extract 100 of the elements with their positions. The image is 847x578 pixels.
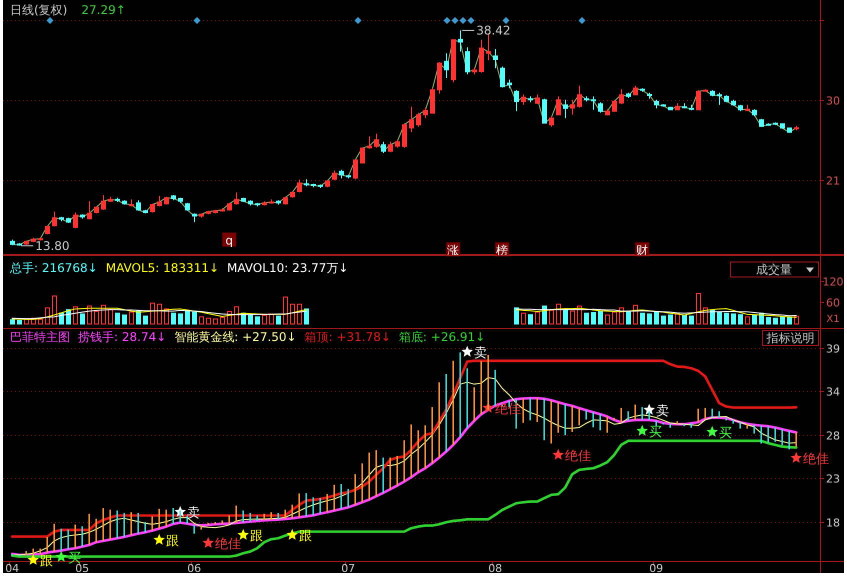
candlestick <box>773 122 778 126</box>
bar <box>269 313 274 324</box>
bar <box>724 312 729 324</box>
point <box>28 554 39 565</box>
bar <box>80 313 85 324</box>
text: 智能黄金线: +27.50↓ <box>174 330 297 344</box>
bar <box>563 308 568 324</box>
bar <box>94 310 99 324</box>
point <box>154 534 165 545</box>
candlestick <box>10 239 15 246</box>
candlestick <box>570 99 575 116</box>
bar <box>668 314 673 324</box>
y-tick-label: 120 <box>822 276 844 288</box>
bar <box>192 312 197 324</box>
bar <box>136 310 141 324</box>
candlestick <box>528 96 533 103</box>
candlestick <box>395 139 400 148</box>
bar <box>514 307 519 324</box>
y-axis-title: X1 <box>826 314 840 325</box>
candlestick <box>59 216 64 222</box>
annotation: 27.29↑ <box>81 3 126 17</box>
text: MAVOL5: 183311↓ <box>106 261 220 275</box>
candlestick <box>458 30 463 52</box>
annotation: 成交量 <box>756 262 792 276</box>
x-tick-label: 09 <box>649 562 664 575</box>
candlestick <box>514 90 519 112</box>
text: 箱底: +26.91↓ <box>398 330 486 344</box>
point <box>790 452 802 463</box>
candlestick <box>178 197 183 204</box>
bar <box>17 320 22 324</box>
point <box>706 426 718 437</box>
y-tick-label: 21 <box>826 174 840 188</box>
point <box>462 346 473 357</box>
candlestick <box>234 192 239 206</box>
y-tick-label: 60 <box>826 296 840 310</box>
bar <box>661 316 666 324</box>
data-label: 绝佳 <box>215 537 242 552</box>
x-tick-label: 04 <box>5 562 20 575</box>
bar <box>122 314 127 324</box>
bar <box>654 311 659 324</box>
candlestick <box>171 194 176 201</box>
candlestick <box>794 125 799 131</box>
candlestick <box>101 194 106 210</box>
candlestick <box>598 102 603 114</box>
bar <box>612 312 617 324</box>
candlestick <box>136 200 141 212</box>
candlestick <box>94 206 99 214</box>
bar <box>584 312 589 324</box>
bar <box>717 312 722 324</box>
bar <box>213 318 218 324</box>
text: 总手: 216768↓ <box>9 261 98 275</box>
bar <box>570 310 575 324</box>
candlestick <box>283 196 288 206</box>
bar <box>283 296 288 324</box>
bar <box>108 309 113 324</box>
bar <box>780 316 785 324</box>
candlestick <box>416 112 421 128</box>
y-tick-label: 18 <box>826 516 840 530</box>
candlestick <box>143 209 148 214</box>
candlestick <box>605 108 610 116</box>
bar <box>752 314 757 324</box>
bar <box>87 306 92 324</box>
bar <box>157 304 162 324</box>
candlestick <box>290 191 295 198</box>
candlestick <box>626 92 631 98</box>
bar <box>304 308 309 324</box>
point <box>636 424 648 436</box>
candlestick <box>500 66 505 88</box>
candlestick <box>206 210 211 215</box>
candlestick <box>612 99 617 112</box>
candlestick <box>311 183 316 188</box>
annotation: 指标说明 <box>766 331 814 345</box>
candlestick <box>325 180 330 188</box>
candlestick <box>17 242 22 246</box>
candlestick <box>738 104 743 112</box>
candlestick <box>703 88 708 92</box>
candlestick <box>465 46 470 75</box>
bar <box>38 318 43 324</box>
candlestick <box>164 196 169 206</box>
bar <box>787 317 792 324</box>
candlestick <box>262 200 267 206</box>
candlestick <box>374 133 379 148</box>
data-label: 买 <box>649 424 662 440</box>
text: 捞钱手: 28.74↓ <box>78 330 166 344</box>
candlestick <box>66 217 71 224</box>
candlestick <box>591 96 596 110</box>
bar <box>647 313 652 324</box>
bar <box>794 316 799 324</box>
bar <box>591 312 596 324</box>
candlestick <box>710 90 715 97</box>
y-tick-label: 23 <box>826 472 840 486</box>
candlestick <box>45 225 50 235</box>
bar <box>640 312 645 324</box>
candlestick <box>668 106 673 111</box>
candlestick <box>584 96 589 102</box>
bar <box>115 312 120 324</box>
data-label: q <box>225 234 234 248</box>
candlestick <box>563 99 568 119</box>
bar <box>171 312 176 324</box>
candlestick <box>318 184 323 188</box>
